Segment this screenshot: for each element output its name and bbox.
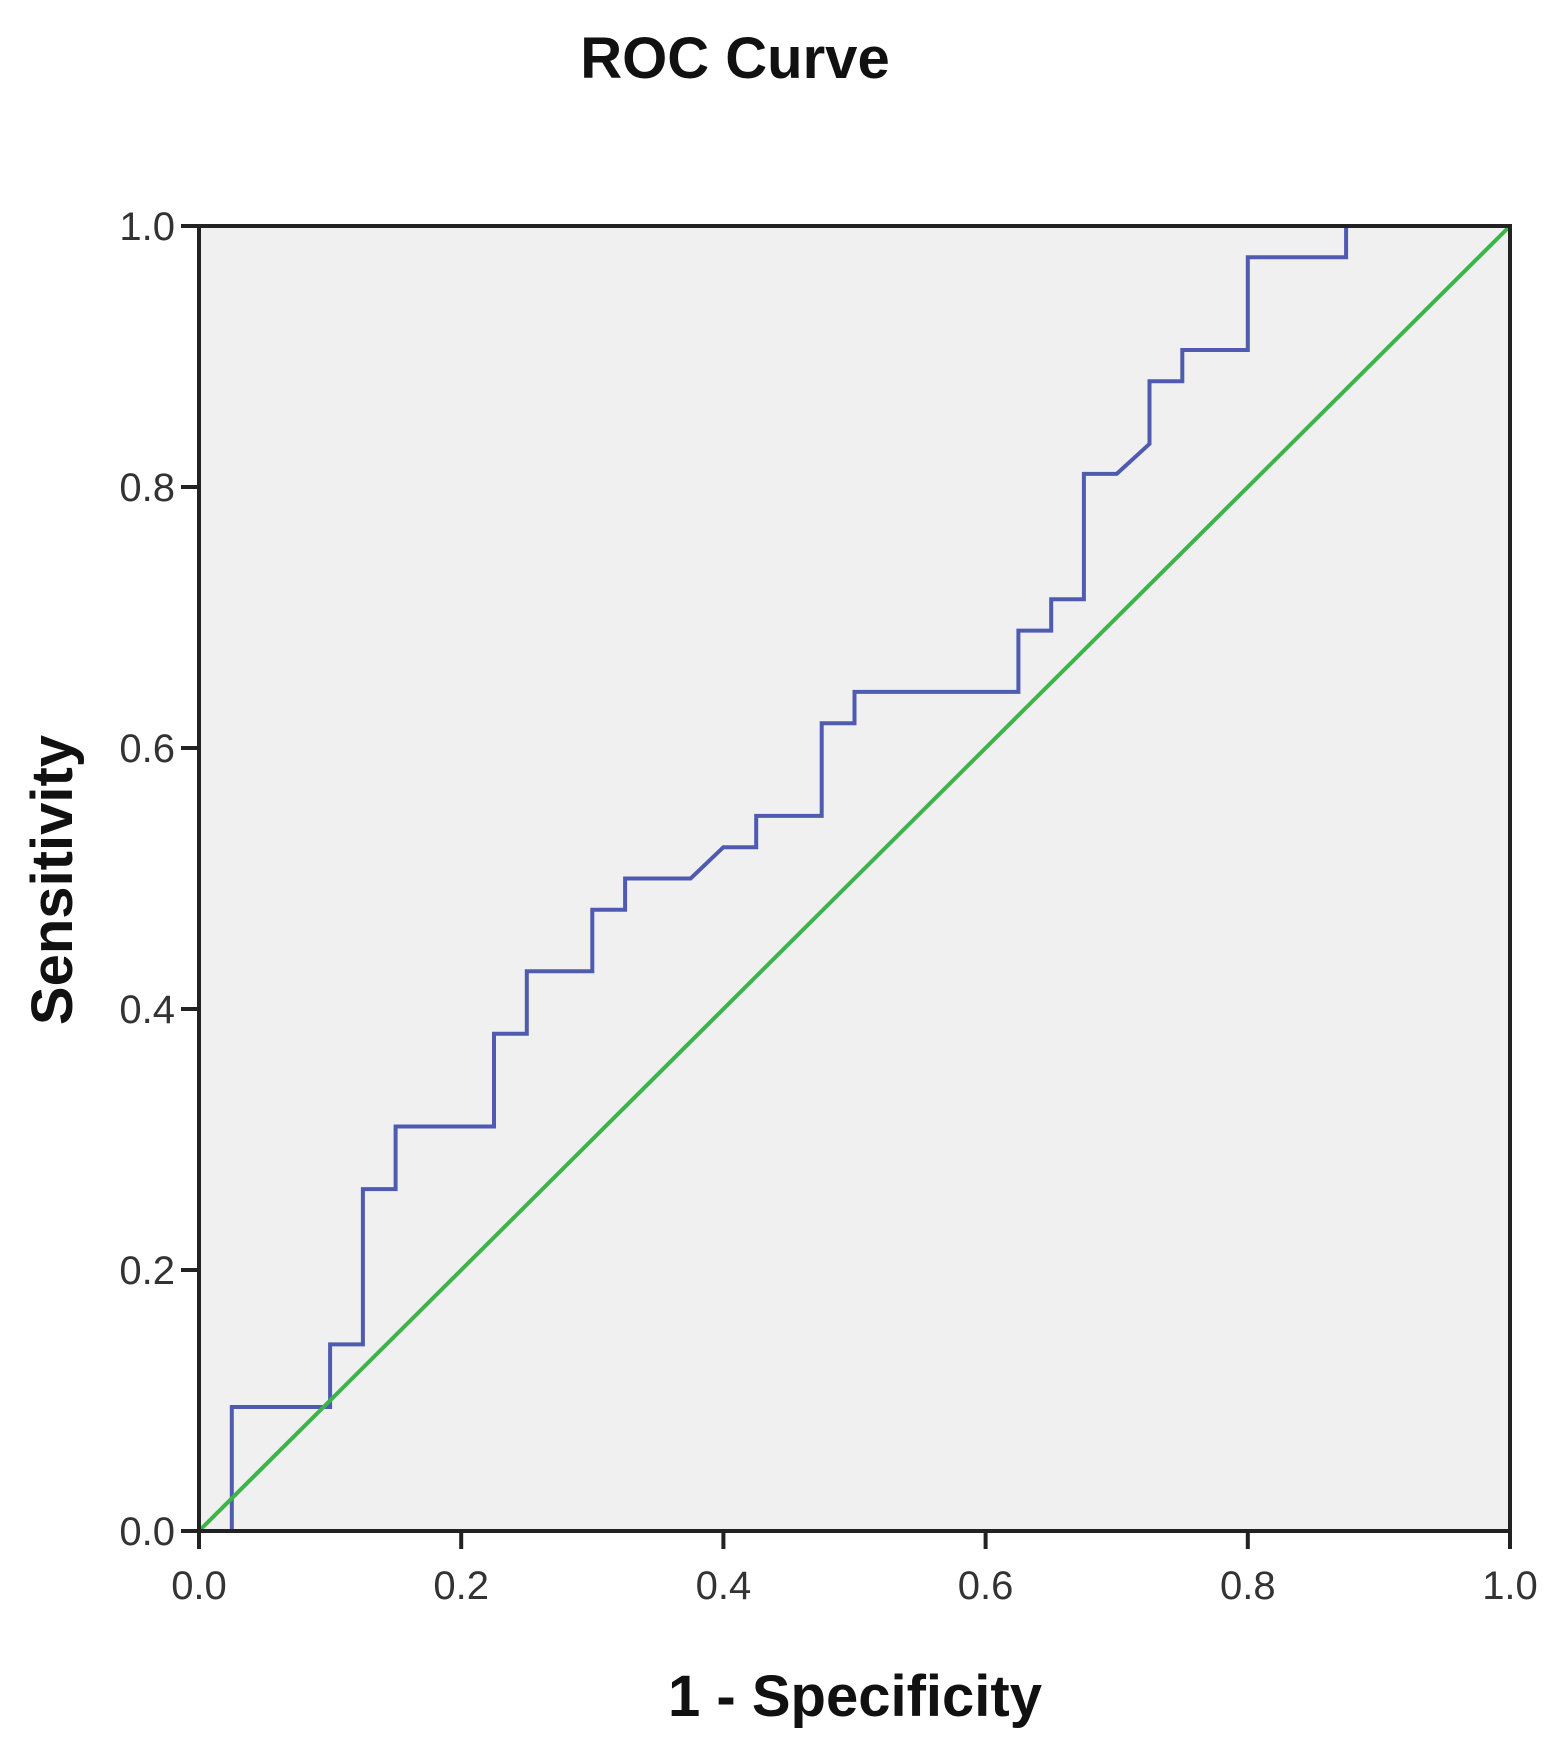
x-tick-label: 0.8 [1220, 1564, 1276, 1608]
x-tick-label: 1.0 [1482, 1564, 1538, 1608]
reference-diagonal-line [197, 224, 1512, 1533]
y-tick-label: 0.2 [119, 1249, 175, 1293]
x-tick-label: 0.2 [433, 1564, 489, 1608]
y-tick-label: 0.0 [119, 1510, 175, 1554]
roc-curve-line [199, 224, 1510, 1533]
x-tick-label: 0.4 [696, 1564, 752, 1608]
y-tick-label: 0.8 [119, 466, 175, 510]
x-tick-label: 0.0 [171, 1564, 227, 1608]
plot-frame [197, 224, 1512, 1533]
y-tick-label: 1.0 [119, 205, 175, 249]
y-axis-label: Sensitivity [20, 735, 85, 1025]
chart-marks [197, 224, 1512, 1533]
x-tick-label: 0.6 [958, 1564, 1014, 1608]
y-axis: 0.0 0.2 0.4 0.6 0.8 1.0 [119, 205, 199, 1554]
y-tick-label: 0.6 [119, 727, 175, 771]
x-axis-label: 1 - Specificity [668, 1664, 1042, 1729]
x-axis: 0.0 0.2 0.4 0.6 0.8 1.0 [171, 1531, 1538, 1608]
chart-title: ROC Curve [580, 26, 889, 91]
y-tick-label: 0.4 [119, 988, 175, 1032]
